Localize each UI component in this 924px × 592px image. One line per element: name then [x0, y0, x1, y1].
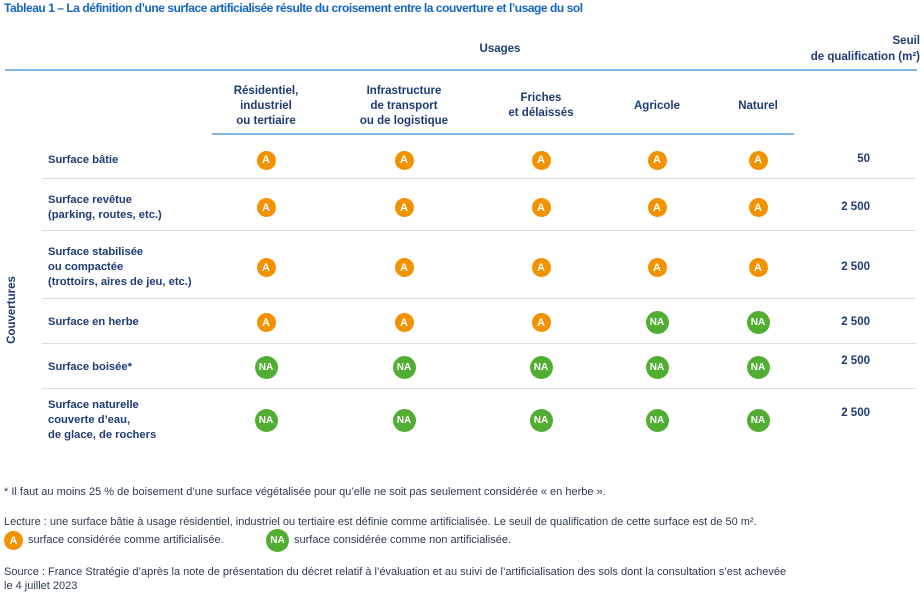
- coverage-row-label-line: Surface boisée*: [48, 361, 132, 373]
- coverage-row-label-line: Surface en herbe: [48, 316, 139, 328]
- artificialised-badge: A: [256, 313, 276, 332]
- usage-column-header: Infrastructure de transport ou de logistiq…: [334, 79, 474, 133]
- coverage-row-label-line: Surface naturelle: [48, 398, 139, 411]
- artificialised-badge: A: [748, 198, 768, 217]
- usages-header: Usages: [479, 43, 521, 55]
- artificialised-badge: A: [748, 150, 768, 170]
- row-separator: [42, 178, 916, 179]
- non-artificialised-badge: NA: [645, 311, 669, 334]
- non-artificialised-badge: NA: [645, 408, 669, 432]
- coverage-row-label-line: Surface stabilisée: [48, 246, 144, 258]
- artificialised-badge: A: [647, 198, 667, 217]
- artificialised-badge: A: [256, 258, 276, 277]
- usage-column-header: Friches et délaissés: [486, 79, 596, 133]
- usage-column-header-line: ou de logistique: [359, 114, 449, 127]
- usage-column-header-line: Agricole: [633, 99, 680, 112]
- usage-column-header-line: de transport: [370, 99, 438, 112]
- non-artificialised-badge: NA: [746, 311, 770, 334]
- non-artificialised-badge: NA: [645, 356, 669, 379]
- coverage-row-label-line: (trottoirs, aires de jeu, etc.): [48, 276, 192, 288]
- legend-non-artificialised-badge: NA: [266, 529, 289, 552]
- legend-artificialised-badge: A: [4, 531, 23, 550]
- coverage-row-label-line: ou compactée: [48, 261, 124, 273]
- usage-column-header-text: Naturel: [738, 99, 778, 114]
- artificialised-badge: A: [394, 313, 414, 332]
- lecture-note: Lecture : une surface bâtie à usage rési…: [4, 516, 757, 528]
- non-artificialised-badge: NA: [392, 408, 416, 432]
- usage-column-header-line: Friches: [520, 92, 562, 104]
- non-artificialised-badge: NA: [746, 356, 770, 379]
- row-separator: [42, 298, 916, 299]
- usages-rule: [212, 133, 794, 135]
- source-line1: Source : France Stratégie d’après la not…: [4, 566, 787, 578]
- qualification-threshold: 2 500: [841, 354, 870, 367]
- source-line2: le 4 juillet 2023: [4, 580, 78, 592]
- artificialised-badge: A: [256, 198, 276, 217]
- artificialised-badge: A: [394, 258, 414, 277]
- footnote: * Il faut au moins 25 % de boisement d’u…: [4, 486, 606, 498]
- artificialised-badge: A: [531, 258, 551, 277]
- artificialised-badge: A: [531, 150, 551, 170]
- non-artificialised-badge: NA: [529, 408, 553, 432]
- coverage-row-label: Surface en herbe: [48, 315, 139, 330]
- seuil-header: Seuil de qualification (m²): [780, 33, 920, 65]
- artificialised-badge: A: [647, 258, 667, 277]
- legend-non-artificialised-text: surface considérée comme non artificiali…: [294, 534, 512, 546]
- usage-column-header-line: Infrastructure: [366, 84, 442, 97]
- seuil-header-line2: de qualification (m²): [810, 51, 920, 63]
- usage-column-header-text: Friches et délaissés: [508, 91, 573, 121]
- coverage-row-label-line: Surface revêtue: [48, 193, 132, 206]
- usage-column-header-line: Naturel: [738, 99, 778, 112]
- coverage-row-label-line: couverte d’eau,: [48, 413, 131, 426]
- artificialised-badge: A: [531, 198, 551, 217]
- usage-column-header-text: Agricole: [634, 99, 680, 114]
- row-separator: [42, 388, 916, 389]
- qualification-threshold: 50: [857, 153, 870, 165]
- coverage-row-label: Surface boisée*: [48, 360, 132, 375]
- row-separator: [42, 343, 916, 344]
- usage-column-header-text: Résidentiel, industriel ou tertiaire: [234, 84, 299, 129]
- legend-artificialised-text: surface considérée comme artificialisée.: [28, 534, 224, 546]
- usage-column-header-text: Infrastructure de transport ou de logistiq…: [360, 84, 448, 129]
- qualification-threshold: 2 500: [841, 315, 870, 328]
- usage-column-header-line: industriel: [240, 99, 292, 112]
- seuil-header-line1: Seuil: [892, 35, 920, 47]
- usage-column-header-line: ou tertiaire: [236, 114, 296, 127]
- row-separator: [42, 230, 916, 231]
- coverage-row-label: Surface naturelle couverte d’eau, de glace…: [48, 398, 156, 443]
- coverage-row-label: Surface bâtie: [48, 153, 118, 168]
- artificialised-badge: A: [647, 150, 667, 170]
- non-artificialised-badge: NA: [746, 408, 770, 432]
- qualification-threshold: 2 500: [841, 260, 870, 273]
- couvertures-text: Couvertures: [6, 276, 18, 344]
- non-artificialised-badge: NA: [392, 356, 416, 379]
- table-title: Tableau 1 – La définition d’une surface …: [4, 1, 583, 15]
- artificialised-badge: A: [394, 150, 414, 170]
- artificialised-badge: A: [256, 150, 276, 170]
- coverage-row-label-line: (parking, routes, etc.): [48, 208, 162, 221]
- artificialised-badge: A: [394, 198, 414, 217]
- non-artificialised-badge: NA: [529, 356, 553, 379]
- usage-column-header: Résidentiel, industriel ou tertiaire: [206, 79, 326, 133]
- usage-column-header-line: Résidentiel,: [233, 84, 299, 97]
- artificialised-badge: A: [531, 313, 551, 332]
- coverage-row-label: Surface stabilisée ou compactée (trottoirs…: [48, 245, 192, 290]
- header-rule: [5, 69, 917, 71]
- qualification-threshold: 2 500: [841, 407, 870, 419]
- couvertures-label: Couvertures: [3, 265, 21, 355]
- coverage-row-label-line: de glace, de rochers: [48, 428, 157, 441]
- usage-column-header: Naturel: [718, 79, 798, 133]
- coverage-row-label-line: Surface bâtie: [48, 153, 119, 166]
- usage-column-header-line: et délaissés: [508, 107, 574, 119]
- non-artificialised-badge: NA: [254, 356, 278, 379]
- coverage-row-label: Surface revêtue (parking, routes, etc.): [48, 193, 162, 223]
- artificialised-badge: A: [748, 258, 768, 277]
- qualification-threshold: 2 500: [841, 200, 870, 213]
- non-artificialised-badge: NA: [254, 408, 278, 432]
- usage-column-header: Agricole: [612, 79, 702, 133]
